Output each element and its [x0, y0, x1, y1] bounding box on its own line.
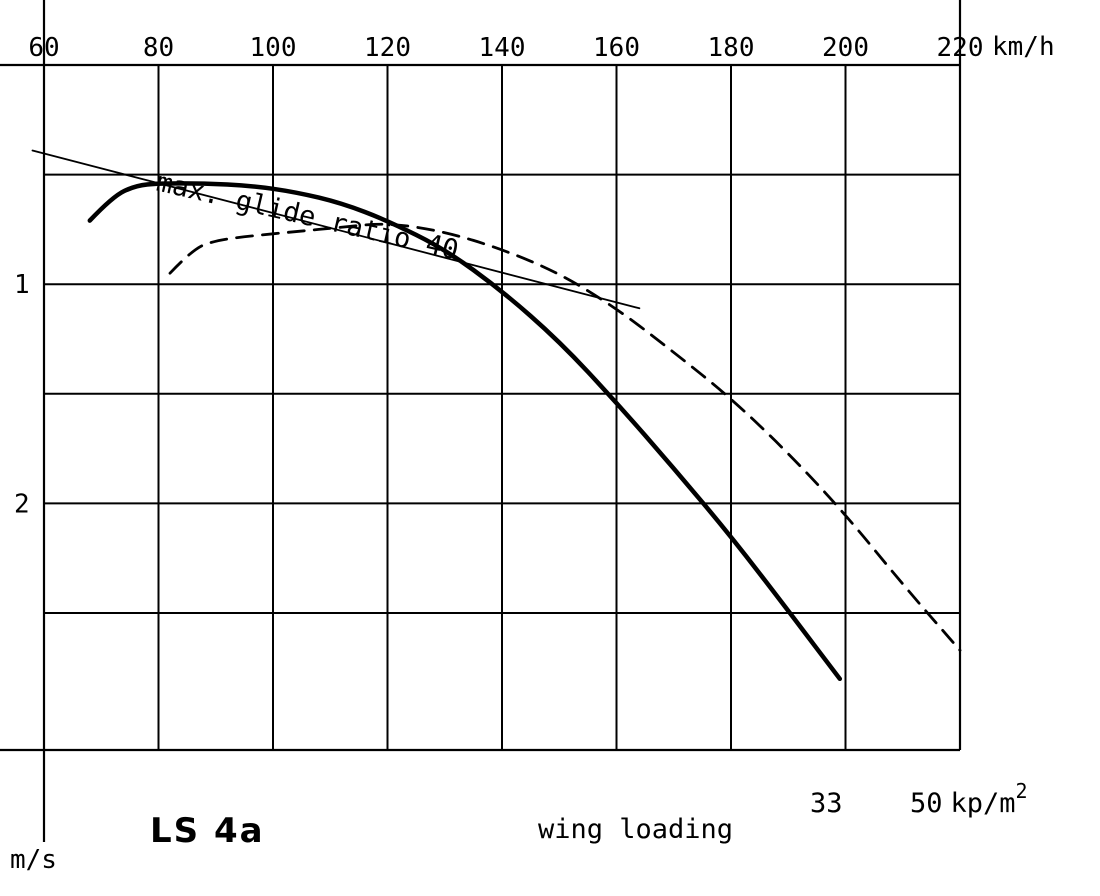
vertical-gridlines: [157, 65, 847, 750]
x-tick-160: 160: [593, 33, 640, 63]
chart-title: LS 4a: [150, 811, 265, 851]
x-tick-80: 80: [143, 33, 174, 63]
x-tick-labels: 60 80 100 120 140 160 180 200 220: [28, 33, 983, 63]
x-tick-60: 60: [28, 33, 59, 63]
y-tick-labels: 12: [14, 270, 30, 519]
x-unit-label: km/h: [992, 32, 1055, 62]
x-tick-220: 220: [937, 33, 984, 63]
x-tick-120: 120: [364, 33, 411, 63]
y-tick-2: 2: [14, 489, 30, 519]
wing-loading-label: wing loading: [538, 814, 733, 845]
series-group: [31, 149, 962, 682]
grid: [0, 0, 962, 842]
wing-loading-value-50: 50 kp/m2: [910, 779, 1028, 819]
x-tick-200: 200: [822, 33, 869, 63]
horizontal-gridlines: [44, 173, 960, 614]
y-unit-label: m/s: [10, 845, 57, 875]
series-tangent-line: [31, 149, 641, 310]
x-tick-100: 100: [250, 33, 297, 63]
x-tick-140: 140: [479, 33, 526, 63]
x-tick-180: 180: [708, 33, 755, 63]
series-dashed-curve: [168, 222, 962, 652]
wing-loading-unit: kp/m: [951, 788, 1016, 819]
y-tick-1: 1: [14, 270, 30, 300]
series-solid-curve: [87, 181, 843, 682]
glide-ratio-annotation: max. glide ratio 40: [153, 167, 461, 267]
wing-loading-value-33: 33: [810, 788, 843, 819]
wing-loading-unit-sup: 2: [1016, 779, 1028, 803]
wing-loading-value-50-text: 50: [910, 788, 943, 819]
